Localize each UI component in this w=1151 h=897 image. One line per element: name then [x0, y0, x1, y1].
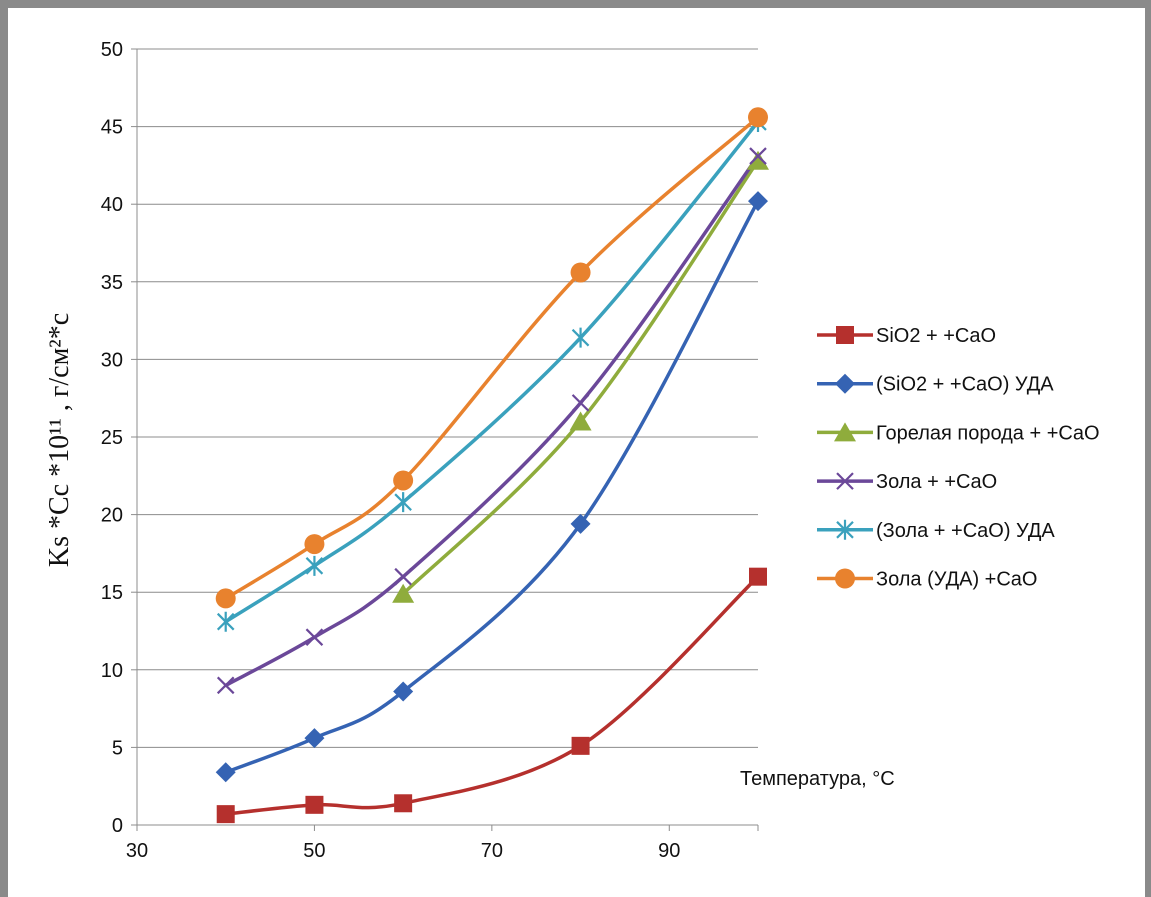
y-tick-label: 40 — [101, 194, 123, 216]
x-axis-label: Температура, °С — [740, 768, 895, 790]
data-point — [216, 676, 235, 695]
legend-item: Горелая порода + +CaO — [817, 422, 1100, 444]
y-tick-labels: 0 5 10 15 20 25 30 35 40 45 50 — [101, 39, 123, 837]
legend-swatch-marker — [836, 326, 854, 344]
data-point — [570, 513, 591, 534]
data-point — [393, 470, 414, 491]
legend-swatch-marker — [836, 519, 854, 540]
data-point — [305, 555, 324, 576]
x-tick-label: 70 — [481, 840, 503, 862]
y-tick-label: 25 — [101, 427, 123, 449]
data-point — [305, 795, 324, 814]
data-point — [747, 150, 769, 170]
y-axis-label: Ks *Cc *10¹¹ , г/см²*с — [44, 313, 75, 567]
data-point — [216, 805, 235, 824]
legend-item: Зола + +CaO — [817, 471, 997, 493]
data-point — [748, 107, 768, 128]
legend-swatch-marker — [836, 472, 854, 490]
legend-label: Горелая порода + +CaO — [876, 422, 1100, 444]
legend-swatch-marker — [835, 568, 855, 589]
data-point — [215, 588, 236, 609]
data-point — [392, 583, 415, 603]
data-point — [394, 567, 412, 586]
y-tick-label: 0 — [112, 815, 123, 837]
legend-label: Зола + +CaO — [876, 471, 997, 493]
legend-swatch-marker — [835, 373, 855, 394]
y-tick-label: 5 — [112, 737, 123, 759]
series-line — [223, 115, 760, 601]
data-point — [304, 534, 325, 555]
legend-label: Зола (УДА) +CaO — [876, 569, 1037, 591]
legend-label: SiO2 + +CaO — [876, 325, 996, 347]
y-tick-label: 10 — [101, 660, 123, 682]
data-point — [216, 611, 235, 632]
data-point — [305, 628, 324, 646]
legend-item: (Зола + +CaO) УДА — [817, 520, 1055, 542]
y-tick-label: 30 — [101, 349, 123, 371]
legend-item: SiO2 + +CaO — [817, 325, 996, 347]
data-point — [569, 411, 592, 431]
data-point — [571, 736, 590, 755]
gridlines — [137, 48, 758, 748]
data-point — [393, 681, 414, 702]
series-line — [223, 574, 760, 816]
legend: SiO2 + +CaO (SiO2 + +CaO) УДА Горелая поро… — [817, 325, 1100, 591]
y-tick-label: 35 — [101, 272, 123, 294]
series-line — [223, 154, 760, 688]
data-point — [749, 147, 767, 165]
data-point — [571, 327, 590, 348]
data-point — [748, 191, 768, 212]
y-tick-label: 50 — [101, 39, 123, 61]
data-point — [749, 567, 767, 586]
axes — [131, 48, 759, 831]
x-tick-label: 30 — [126, 840, 148, 862]
data-point — [570, 262, 591, 283]
legend-item: (SiO2 + +CaO) УДА — [817, 373, 1054, 396]
series-markers — [215, 107, 769, 824]
data-point — [571, 394, 590, 412]
data-point — [394, 492, 412, 513]
series-line — [223, 120, 760, 624]
legend-label: (Зола + +CaO) УДА — [876, 520, 1055, 542]
legend-swatch-marker — [834, 422, 856, 442]
data-point — [304, 728, 325, 749]
x-tick-label: 90 — [658, 840, 680, 862]
x-tick-label: 50 — [303, 840, 325, 862]
series-lines — [223, 115, 760, 816]
data-point — [394, 794, 413, 813]
y-tick-label: 20 — [101, 505, 123, 527]
x-tick-labels: 30 50 70 90 — [126, 840, 681, 862]
legend-item: Зола (УДА) +CaO — [817, 568, 1037, 591]
legend-label: (SiO2 + +CaO) УДА — [876, 374, 1054, 396]
y-tick-label: 45 — [101, 117, 123, 139]
y-tick-label: 15 — [101, 582, 123, 604]
data-point — [215, 762, 236, 783]
